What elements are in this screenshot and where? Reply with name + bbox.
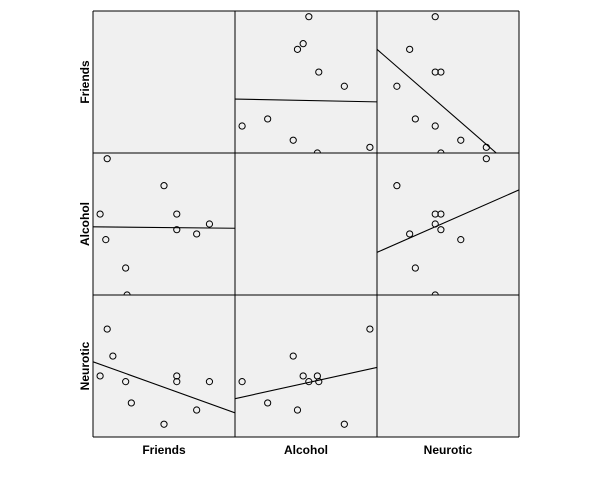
panel-neurotic-vs-neurotic [377,295,519,437]
data-point-friends-vs-neurotic-6 [437,68,445,76]
data-point-neurotic-vs-friends-7 [173,372,181,380]
data-point-alcohol-vs-friends-0 [96,210,104,218]
data-point-friends-vs-neurotic-9 [482,143,490,151]
fit-line-friends-vs-neurotic [377,48,497,153]
data-point-friends-vs-neurotic-4 [431,68,439,76]
data-point-friends-vs-alcohol-8 [340,82,348,90]
data-point-alcohol-vs-neurotic-9 [482,155,490,163]
data-point-alcohol-vs-friends-8 [193,230,201,238]
data-point-neurotic-vs-friends-1 [103,325,111,333]
data-point-friends-vs-neurotic-5 [431,13,439,21]
data-point-neurotic-vs-friends-4 [127,399,135,407]
data-point-alcohol-vs-friends-2 [103,155,111,163]
x-axis-label-neurotic: Neurotic [424,443,473,457]
data-point-friends-vs-alcohol-1 [264,115,272,123]
data-point-alcohol-vs-neurotic-4 [431,220,439,228]
data-point-neurotic-vs-alcohol-9 [366,325,374,333]
data-point-neurotic-vs-friends-3 [122,378,130,386]
data-point-alcohol-vs-neurotic-0 [393,182,401,190]
data-point-neurotic-vs-alcohol-7 [315,378,323,386]
data-point-friends-vs-alcohol-9 [366,143,374,151]
data-point-alcohol-vs-neurotic-8 [457,236,465,244]
data-point-friends-vs-alcohol-5 [305,13,313,21]
data-point-alcohol-vs-friends-5 [160,182,168,190]
panel-alcohol-vs-alcohol [235,153,377,295]
panel-friends-vs-neurotic [377,11,519,153]
panel-friends-vs-friends [93,11,235,153]
panel-alcohol-vs-neurotic [377,153,519,295]
data-point-neurotic-vs-alcohol-8 [340,420,348,428]
data-point-alcohol-vs-friends-9 [205,220,214,228]
data-point-alcohol-vs-friends-7 [173,210,181,218]
fit-line-alcohol-vs-neurotic [377,189,519,253]
data-point-neurotic-vs-friends-8 [193,406,201,414]
data-point-neurotic-vs-alcohol-1 [264,399,272,407]
x-axis-label-alcohol: Alcohol [284,443,328,457]
fit-line-neurotic-vs-friends [93,361,235,414]
data-point-neurotic-vs-alcohol-3 [293,406,302,414]
data-point-neurotic-vs-alcohol-4 [299,372,307,380]
data-point-alcohol-vs-neurotic-7 [437,210,445,218]
data-point-friends-vs-alcohol-0 [238,122,246,130]
panel-neurotic-vs-friends [93,295,235,437]
data-point-alcohol-vs-friends-3 [122,264,130,272]
y-axis-label-neurotic: Neurotic [78,341,92,390]
data-point-alcohol-vs-neurotic-5 [431,210,439,218]
data-point-neurotic-vs-alcohol-2 [289,352,297,360]
y-axis-label-alcohol: Alcohol [78,202,92,246]
fit-line-alcohol-vs-friends [93,226,235,229]
data-point-friends-vs-alcohol-7 [315,68,323,76]
data-point-alcohol-vs-neurotic-1 [406,230,414,238]
data-point-neurotic-vs-alcohol-0 [238,378,246,386]
data-point-friends-vs-neurotic-8 [457,136,465,144]
data-point-neurotic-vs-friends-9 [205,378,214,386]
data-point-friends-vs-alcohol-4 [299,40,307,48]
data-point-friends-vs-alcohol-3 [293,45,302,53]
data-point-alcohol-vs-neurotic-2 [411,264,419,272]
data-point-neurotic-vs-friends-2 [109,352,117,360]
fit-line-friends-vs-alcohol [235,98,377,103]
panel-friends-vs-alcohol [235,11,377,153]
data-point-neurotic-vs-friends-0 [96,372,104,380]
data-point-neurotic-vs-alcohol-5 [305,378,313,386]
x-axis-label-friends: Friends [142,443,186,457]
data-point-friends-vs-neurotic-2 [411,115,419,123]
data-point-neurotic-vs-friends-5 [160,420,168,428]
data-point-friends-vs-neurotic-3 [431,122,439,130]
panel-alcohol-vs-friends [93,153,235,295]
panel-neurotic-vs-alcohol [235,295,377,437]
data-point-alcohol-vs-friends-1 [102,236,110,244]
data-point-friends-vs-neurotic-0 [393,82,401,90]
data-point-alcohol-vs-friends-6 [173,226,181,234]
data-point-friends-vs-alcohol-2 [289,136,297,144]
data-point-friends-vs-neurotic-1 [406,45,414,53]
y-axis-label-friends: Friends [78,60,92,104]
data-point-neurotic-vs-friends-6 [173,378,181,386]
data-point-alcohol-vs-neurotic-6 [437,226,445,234]
